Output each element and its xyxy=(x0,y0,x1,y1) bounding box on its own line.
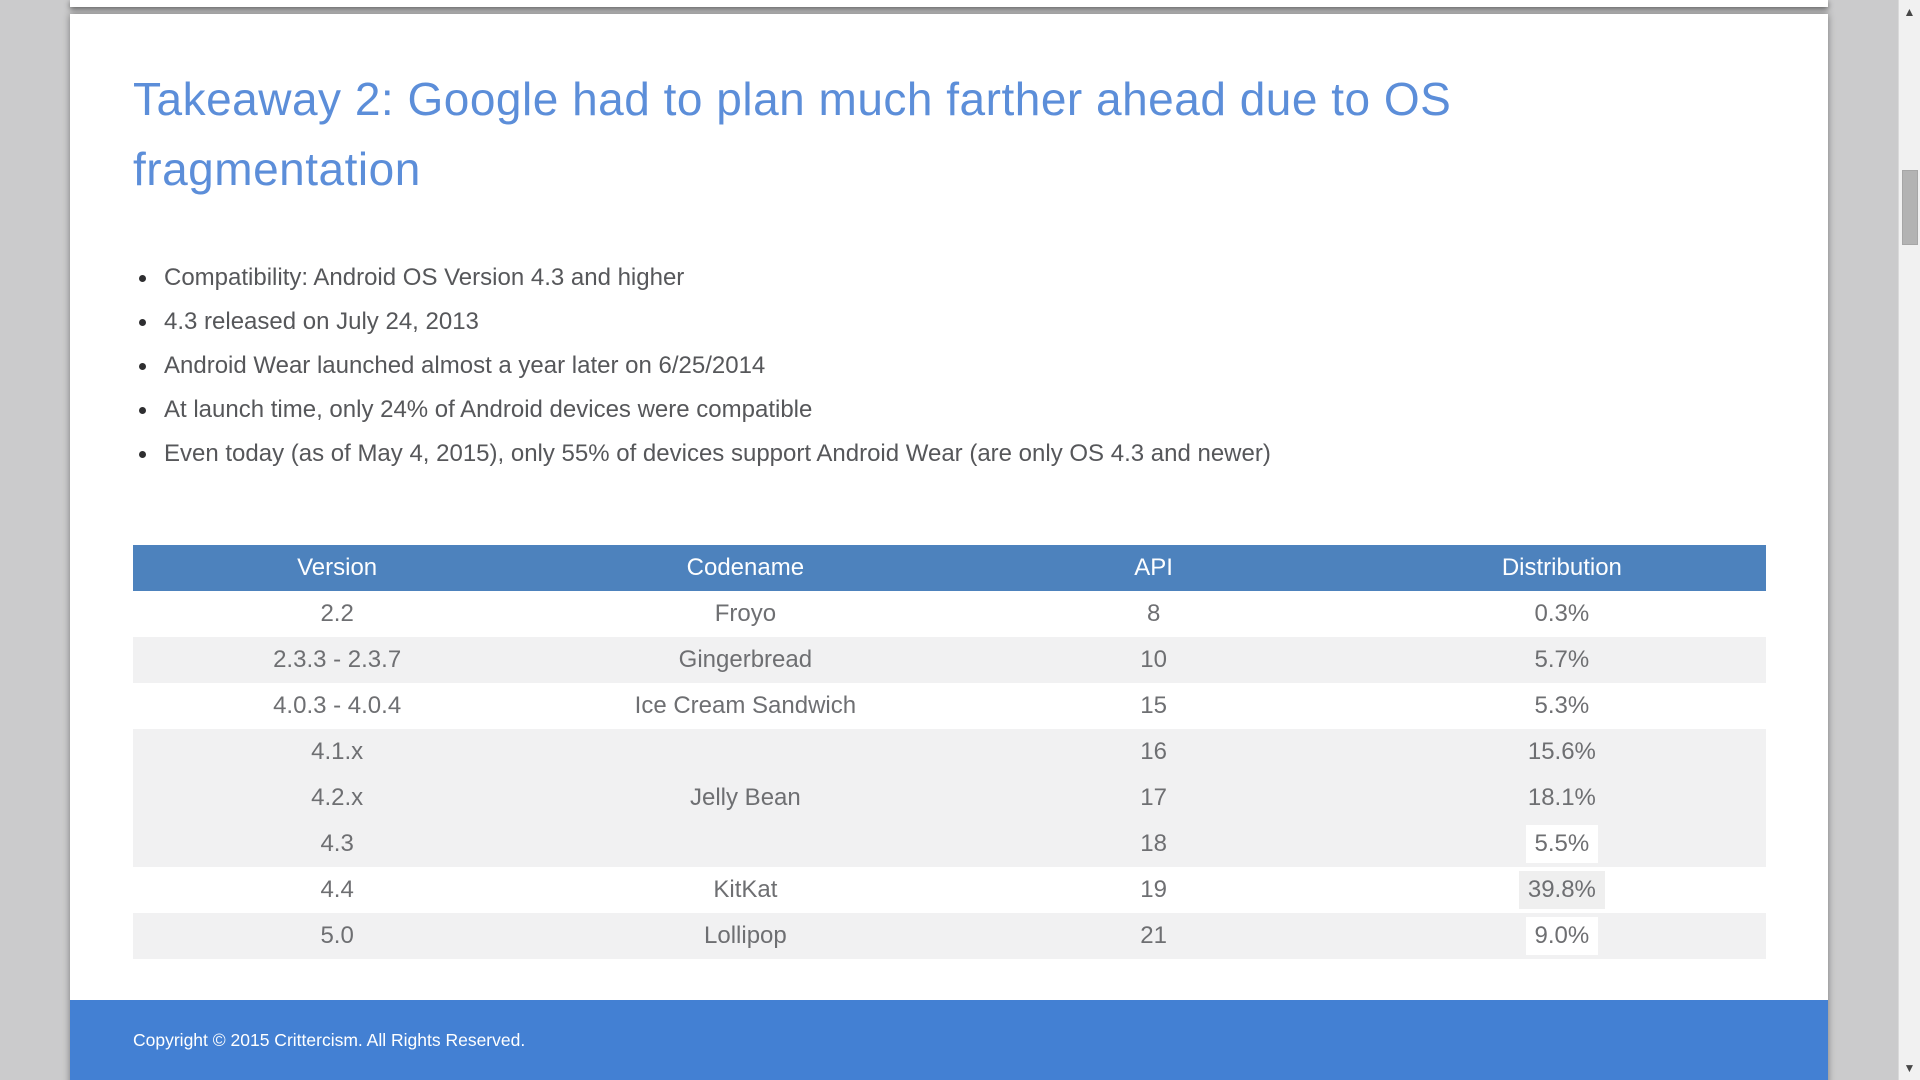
cell-api: 19 xyxy=(1140,876,1167,903)
table-row: 4.4 KitKat 19 39.8% xyxy=(133,867,1766,913)
cell-api: 10 xyxy=(1140,646,1167,673)
cell-distribution: 9.0% xyxy=(1358,913,1766,959)
slide-content: Takeaway 2: Google had to plan much fart… xyxy=(70,14,1828,959)
table-row: 4.3 18 5.5% xyxy=(133,821,1766,867)
page-title: Takeaway 2: Google had to plan much fart… xyxy=(133,64,1765,204)
cell-version: 4.3 xyxy=(320,830,354,857)
previous-slide-edge xyxy=(70,0,1828,7)
table-row: 2.3.3 - 2.3.7 Gingerbread 10 5.7% xyxy=(133,637,1766,683)
cell-distribution: 15.6% xyxy=(1527,738,1596,765)
bullet-item: Compatibility: Android OS Version 4.3 an… xyxy=(133,256,1765,300)
distribution-highlight: 9.0% xyxy=(1525,917,1599,955)
cell-distribution: 18.1% xyxy=(1527,784,1596,811)
distribution-highlight: 5.5% xyxy=(1525,825,1599,863)
cell-api: 17 xyxy=(1140,784,1167,811)
cell-version: 4.1.x xyxy=(311,738,364,765)
distribution-highlight: 39.8% xyxy=(1518,871,1605,909)
table-row: 5.0 Lollipop 21 9.0% xyxy=(133,913,1766,959)
cell-codename: Lollipop xyxy=(704,922,787,949)
column-header-api: API xyxy=(1134,554,1173,581)
cell-codename: Jelly Bean xyxy=(690,784,801,811)
column-header-version: Version xyxy=(297,554,378,581)
cell-codename: Ice Cream Sandwich xyxy=(634,692,857,719)
table-header-row: Version Codename API Distribution xyxy=(133,545,1766,591)
cell-api: 18 xyxy=(1140,830,1167,857)
bullet-item: At launch time, only 24% of Android devi… xyxy=(133,388,1765,432)
cell-api: 16 xyxy=(1140,738,1167,765)
table-body: 2.2 Froyo 8 0.3% 2.3.3 - 2.3.7 Gingerbread 10 5… xyxy=(133,591,1766,959)
vertical-scrollbar[interactable]: ▲ ▼ xyxy=(1898,0,1920,1080)
cell-codename: Froyo xyxy=(714,600,777,627)
table-row: 2.2 Froyo 8 0.3% xyxy=(133,591,1766,637)
table-row: 4.2.x 17 18.1% xyxy=(133,775,1766,821)
scrollbar-thumb[interactable] xyxy=(1902,170,1918,245)
android-version-table: Version Codename API Distribution 2.2 Fro… xyxy=(133,545,1766,959)
cell-distribution: 5.5% xyxy=(1358,821,1766,867)
column-header-codename: Codename xyxy=(686,554,805,581)
scrollbar-down-arrow-icon[interactable]: ▼ xyxy=(1903,1061,1916,1075)
cell-api: 15 xyxy=(1140,692,1167,719)
cell-distribution: 5.3% xyxy=(1534,692,1590,719)
cell-version: 2.3.3 - 2.3.7 xyxy=(273,646,402,673)
cell-version: 4.4 xyxy=(320,876,354,903)
scrollbar-up-arrow-icon[interactable]: ▲ xyxy=(1903,5,1916,19)
cell-distribution: 39.8% xyxy=(1358,867,1766,913)
cell-version: 5.0 xyxy=(320,922,354,949)
column-header-distribution: Distribution xyxy=(1501,554,1622,581)
slide-page: Takeaway 2: Google had to plan much fart… xyxy=(70,14,1828,1080)
table-row: 4.0.3 - 4.0.4 Ice Cream Sandwich 15 5.3% xyxy=(133,683,1766,729)
cell-version: 4.2.x xyxy=(311,784,364,811)
table-row: 4.1.x Jelly Bean 16 15.6% xyxy=(133,729,1766,811)
bullet-item: Android Wear launched almost a year late… xyxy=(133,344,1765,388)
cell-version: 2.2 xyxy=(320,600,354,627)
cell-distribution: 0.3% xyxy=(1534,600,1590,627)
copyright-text: Copyright © 2015 Crittercism. All Rights… xyxy=(133,1030,526,1050)
cell-version: 4.0.3 - 4.0.4 xyxy=(273,692,402,719)
cell-api: 21 xyxy=(1140,922,1167,949)
page-title-line-2: fragmentation xyxy=(133,143,421,195)
cell-api: 8 xyxy=(1146,600,1161,627)
cell-codename: KitKat xyxy=(713,876,778,903)
bullet-item: Even today (as of May 4, 2015), only 55%… xyxy=(133,432,1765,476)
cell-codename: Gingerbread xyxy=(678,646,813,673)
slide-footer: Copyright © 2015 Crittercism. All Rights… xyxy=(70,1000,1828,1080)
page-title-line-1: Takeaway 2: Google had to plan much fart… xyxy=(133,73,1452,125)
cell-distribution: 5.7% xyxy=(1534,646,1590,673)
bullet-list: Compatibility: Android OS Version 4.3 an… xyxy=(133,256,1765,476)
bullet-item: 4.3 released on July 24, 2013 xyxy=(133,300,1765,344)
